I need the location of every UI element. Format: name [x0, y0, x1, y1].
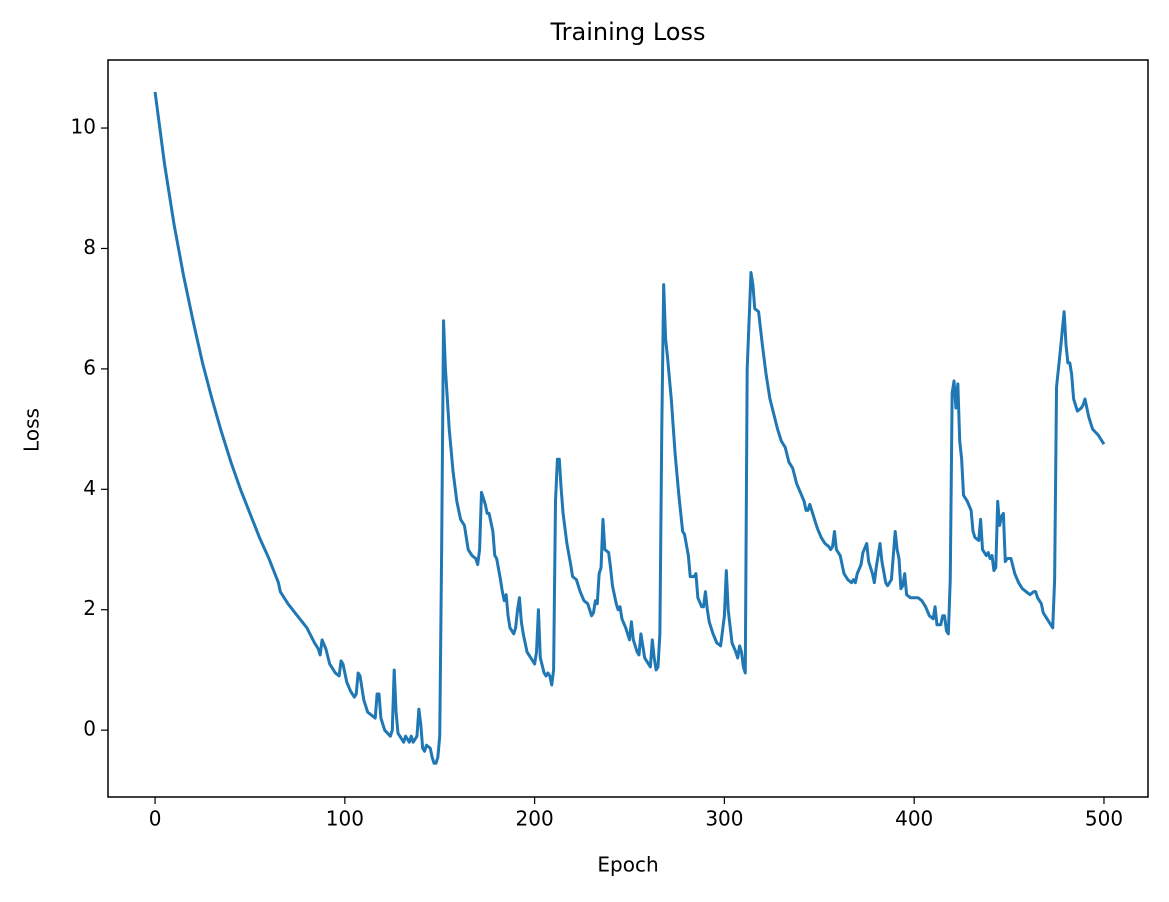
y-tick-label: 8 — [83, 235, 96, 259]
y-tick-label: 10 — [71, 115, 96, 139]
x-tick-label: 100 — [326, 807, 364, 831]
y-tick-label: 2 — [83, 596, 96, 620]
x-axis-label: Epoch — [597, 853, 658, 877]
y-tick-label: 6 — [83, 355, 96, 379]
chart-title: Training Loss — [550, 18, 706, 46]
plot-frame — [107, 59, 1149, 798]
data-line — [153, 91, 1106, 765]
y-tick-label: 4 — [83, 476, 96, 500]
y-axis-label: Loss — [20, 408, 44, 452]
x-tick-label: 400 — [895, 807, 933, 831]
x-tick-label: 0 — [149, 807, 162, 831]
y-tick-label: 0 — [83, 717, 96, 741]
x-tick-label: 500 — [1085, 807, 1123, 831]
x-tick-label: 300 — [705, 807, 743, 831]
x-tick-label: 200 — [516, 807, 554, 831]
